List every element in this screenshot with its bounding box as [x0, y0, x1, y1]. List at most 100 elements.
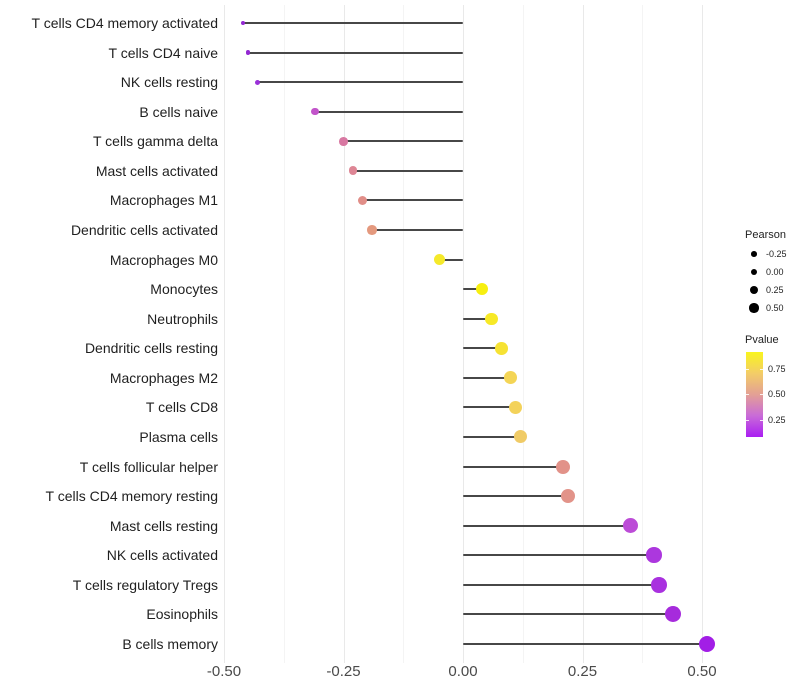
lollipop-stem	[362, 199, 463, 202]
lollipop-stem	[353, 169, 463, 172]
gridline-minor	[642, 5, 644, 663]
lollipop-dot	[348, 166, 358, 176]
lollipop-dot	[358, 195, 368, 205]
lollipop-dot	[433, 253, 445, 266]
colorbar-tick	[760, 393, 763, 395]
y-axis-label: T cells CD8	[145, 399, 218, 416]
y-axis-label: Neutrophils	[147, 310, 218, 327]
lollipop-stem	[463, 376, 511, 379]
lollipop-dot	[245, 50, 251, 55]
x-tick-label: 0.25	[567, 663, 598, 680]
pearson-legend-dot	[750, 268, 758, 276]
lollipop-stem	[463, 435, 521, 438]
y-axis-label: T cells follicular helper	[79, 458, 218, 475]
y-axis-label: NK cells activated	[106, 547, 218, 564]
lollipop-stem	[463, 524, 631, 527]
lollipop-stem	[463, 288, 483, 291]
lollipop-stem	[439, 258, 463, 261]
y-axis-label: Plasma cells	[139, 428, 218, 445]
colorbar-tick	[746, 420, 749, 421]
y-axis-label: NK cells resting	[120, 74, 218, 91]
colorbar-tick	[746, 393, 749, 395]
lollipop-dot	[513, 430, 527, 444]
y-axis-label: Mast cells resting	[109, 517, 218, 534]
lollipop-dot	[254, 79, 261, 85]
y-axis-label: B cells memory	[122, 635, 218, 652]
lollipop-stem	[372, 228, 463, 231]
pearson-legend-dot	[749, 303, 759, 313]
y-axis-label: Macrophages M1	[109, 192, 218, 209]
lollipop-dot	[622, 518, 638, 534]
colorbar-tick-label: 0.25	[768, 415, 786, 425]
lollipop-dot	[561, 489, 576, 504]
y-axis-label: Monocytes	[150, 281, 218, 298]
y-axis-label: T cells CD4 memory activated	[31, 15, 218, 31]
gridline-minor	[522, 5, 524, 663]
gridline-major	[343, 5, 345, 663]
lollipop-stem	[463, 495, 569, 498]
x-tick-label: -0.25	[326, 663, 361, 680]
y-axis-label: T cells regulatory Tregs	[72, 576, 218, 593]
y-axis-label: Macrophages M0	[109, 251, 218, 268]
colorbar-tick	[746, 369, 749, 370]
lollipop-stem	[257, 81, 463, 84]
colorbar-tick-label: 0.50	[768, 388, 786, 399]
y-axis-label: T cells gamma delta	[92, 133, 218, 150]
lollipop-dot	[698, 635, 715, 653]
y-axis-label: T cells CD4 memory resting	[45, 488, 218, 505]
y-axis-label: T cells CD4 naive	[108, 44, 218, 61]
pearson-legend-label: 0.50	[766, 303, 784, 313]
pearson-legend-dot	[750, 286, 758, 294]
gridline-major	[224, 5, 225, 663]
y-axis-label: Dendritic cells resting	[84, 340, 218, 357]
y-axis-label: B cells naive	[139, 103, 218, 120]
y-axis-label: Eosinophils	[146, 606, 218, 623]
lollipop-dot	[476, 283, 489, 296]
gridline-major	[463, 5, 464, 663]
gridline-major	[702, 5, 703, 663]
lollipop-dot	[651, 577, 667, 593]
lollipop-dot	[504, 371, 518, 385]
lollipop-stem	[463, 642, 707, 645]
lollipop-dot	[509, 400, 523, 414]
lollipop-dot	[339, 137, 348, 146]
lollipop-stem	[247, 51, 463, 54]
lollipop-stem	[314, 110, 463, 113]
gridline-minor	[403, 5, 405, 663]
colorbar-tick-label: 0.75	[768, 364, 786, 374]
x-tick-label: 0.50	[687, 663, 717, 680]
colorbar-tick	[760, 420, 763, 421]
gridline-major	[582, 5, 584, 663]
lollipop-stem	[463, 347, 502, 350]
lollipop-stem	[463, 317, 492, 320]
lollipop-stem	[463, 613, 674, 616]
gridline-minor	[283, 5, 285, 663]
y-axis-label: Macrophages M2	[109, 369, 218, 386]
x-tick-label: 0.00	[448, 663, 478, 680]
y-axis-label: Dendritic cells activated	[70, 221, 218, 238]
lollipop-dot	[494, 341, 508, 355]
lollipop-stem	[463, 554, 655, 557]
lollipop-dot	[646, 547, 662, 564]
lollipop-dot	[367, 225, 377, 235]
x-tick-label: -0.50	[206, 663, 242, 680]
lollipop-dot	[485, 312, 498, 325]
lollipop-stem	[243, 22, 463, 24]
lollipop-dot	[665, 606, 682, 623]
pearson-legend-label: 0.25	[766, 285, 784, 295]
pearson-legend-label: 0.00	[766, 267, 784, 277]
pearson-legend-dot	[751, 251, 757, 257]
lollipop-stem	[463, 406, 516, 409]
pvalue-colorbar	[746, 352, 763, 437]
pvalue-legend-title: Pvalue	[745, 334, 779, 346]
lollipop-dot	[240, 20, 246, 26]
y-axis-label: Mast cells activated	[95, 162, 218, 179]
lollipop-stem	[463, 465, 564, 468]
lollipop-stem	[343, 140, 463, 143]
pearson-legend-label: -0.25	[766, 249, 787, 259]
lollipop-dot	[556, 459, 571, 474]
lollipop-dot	[311, 107, 319, 116]
lollipop-stem	[463, 583, 659, 586]
